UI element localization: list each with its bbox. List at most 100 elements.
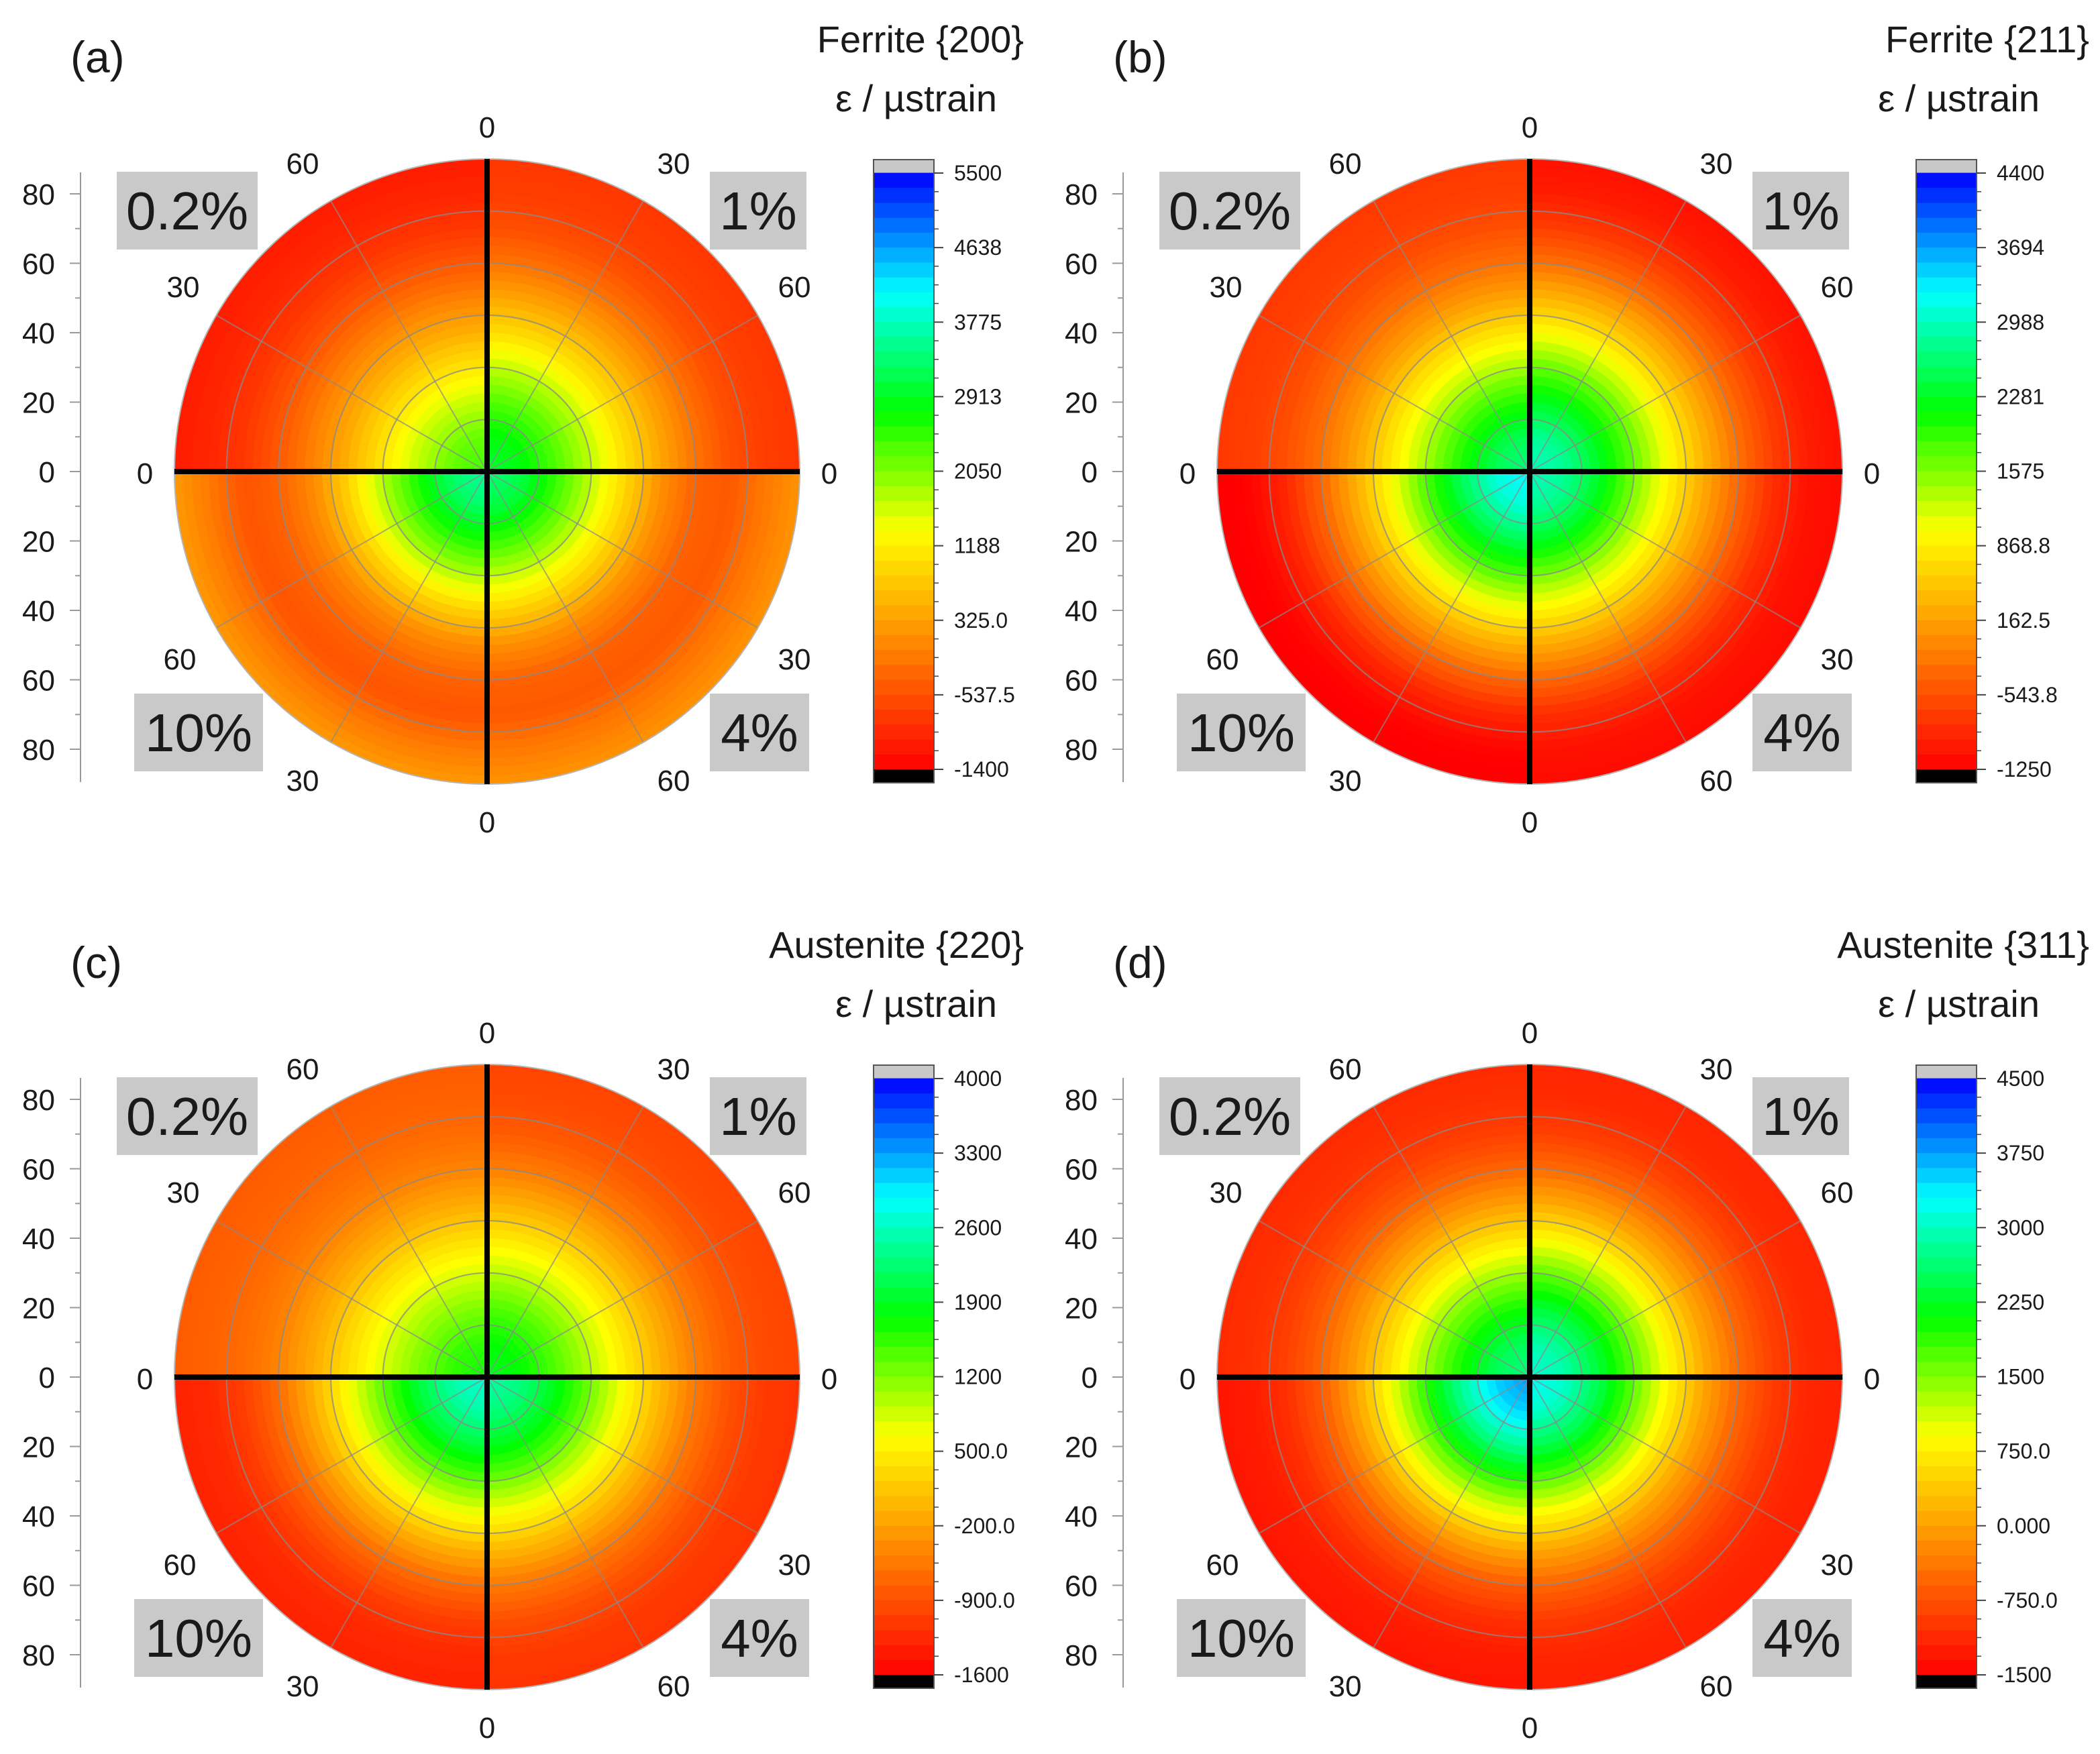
colorbar: 4400 3694 2988 2281 1575 868.8 162.5 -543.8 -125… (1915, 159, 2058, 783)
colorbar-tick-label: -1400 (954, 757, 1009, 781)
colorbar-segment (874, 1257, 934, 1273)
strain-ring-top_right (1530, 1359, 1548, 1377)
strain-ring-bottom_right (487, 472, 583, 568)
strain-ring-top_left (1408, 349, 1530, 472)
strain-level-text: 10% (145, 1608, 252, 1668)
colorbar-segment (874, 217, 934, 233)
grid-spoke (486, 471, 644, 743)
colorbar-segment (874, 1079, 934, 1094)
strain-ring-top_left (408, 1298, 487, 1377)
psi-tick-label: 80 (22, 1639, 55, 1672)
strain-ring-top_right (487, 392, 566, 472)
angle-label: 0 (821, 457, 837, 490)
strain-ring-top_right (487, 1307, 558, 1377)
colorbar-segment (1916, 1317, 1977, 1333)
colorbar-segment (874, 1376, 934, 1392)
strain-ring-top_right (1530, 1307, 1600, 1377)
colorbar-segment (874, 351, 934, 368)
psi-tick-label: 80 (1065, 734, 1098, 767)
grid-spoke (486, 1220, 759, 1378)
psi-tick-label: 20 (1065, 526, 1098, 559)
psi-tick-label: 40 (22, 1223, 55, 1256)
strain-ring-top_right (1530, 376, 1626, 472)
strain-ring-bottom_right (1530, 1377, 1557, 1404)
grid-spoke (486, 1376, 644, 1649)
colorbar-tick-label: -900.0 (954, 1588, 1015, 1612)
colorbar-segment (1916, 724, 1977, 741)
strain-ring-bottom_right (1530, 1377, 1548, 1395)
strain-ring-top_left (452, 436, 487, 472)
strain-ring-bottom_right (487, 1377, 627, 1517)
label-box (1752, 1077, 1849, 1155)
strain-ring-top_right (1530, 315, 1687, 472)
strain-ring-top_left (390, 1281, 487, 1377)
strain-ring-bottom_left (400, 1377, 487, 1464)
strain-ring-bottom_left (1390, 1377, 1530, 1517)
strain-ring-top_left (425, 1315, 487, 1377)
strain-ring-top_left (460, 445, 487, 472)
colorbar-underflow (1916, 769, 1977, 783)
psi-tick-label: 80 (22, 734, 55, 767)
strain-ring-top_right (1530, 419, 1583, 472)
strain-ring-top_right (487, 384, 574, 472)
grid-spoke (215, 315, 488, 472)
strain-ring-top_left (1494, 436, 1530, 472)
colorbar-segment (1916, 501, 1977, 516)
colorbar-segment (874, 1183, 934, 1199)
colorbar-segment (1916, 217, 1977, 233)
grid-spoke (486, 200, 644, 472)
panel-letter: (b) (1113, 32, 1167, 82)
colorbar-segment (1916, 1496, 1977, 1512)
angle-label: 0 (1864, 457, 1880, 490)
strain-level-text: 10% (1188, 703, 1295, 763)
angle-label: 60 (1700, 765, 1733, 798)
psi-tick-label: 80 (1065, 1084, 1098, 1117)
colorbar-tick-label: -1600 (954, 1663, 1009, 1687)
colorbar-segment (1916, 1481, 1977, 1496)
label-box (1159, 172, 1300, 250)
strain-ring-bottom_left (1451, 472, 1530, 551)
colorbar-segment (1916, 1093, 1977, 1109)
psi-tick-label: 20 (1065, 1293, 1098, 1325)
grid-spoke (486, 315, 759, 472)
colorbar-tick-label: 1200 (954, 1365, 1002, 1389)
strain-ring-top_left (1425, 367, 1530, 472)
colorbar: 5500 4638 3775 2913 2050 1188 325.0 -537.5 -1400 (873, 159, 1015, 783)
colorbar-segment (1916, 396, 1977, 413)
strain-ring-bottom_right (487, 472, 540, 525)
grid-spoke (1258, 471, 1530, 628)
colorbar-segment (1916, 456, 1977, 472)
colorbar-segment (1916, 262, 1977, 278)
strain-ring-bottom_left (417, 472, 487, 542)
strain-ring-bottom_right (487, 1377, 549, 1439)
colorbar-segment (1916, 694, 1977, 710)
strain-level-text: 1% (719, 181, 797, 241)
strain-ring-top_right (1530, 332, 1669, 472)
strain-ring-bottom_left (1442, 472, 1530, 559)
angle-label: 60 (286, 148, 319, 180)
colorbar-segment (1916, 1570, 1977, 1586)
colorbar-tick-label: 3300 (954, 1141, 1002, 1165)
colorbar-segment (1916, 1213, 1977, 1228)
strain-ring-top_right (1530, 453, 1548, 472)
colorbar-segment (1916, 232, 1977, 248)
grid-spoke (1529, 1376, 1801, 1534)
strain-ring-bottom_left (434, 472, 487, 525)
colorbar-underflow (874, 769, 934, 783)
psi-tick-label: 40 (1065, 317, 1098, 350)
strain-ring-top_left (408, 392, 487, 472)
grid-spoke (486, 1105, 644, 1378)
colorbar-segment (1916, 1600, 1977, 1616)
grid-spoke (1258, 315, 1530, 472)
colorbar-segment (874, 1272, 934, 1288)
strain-ring-bottom_right (487, 1377, 514, 1404)
strain-ring-bottom_right (487, 1377, 505, 1395)
strain-ring-bottom_right (1530, 472, 1574, 516)
strain-ring-bottom_left (348, 1377, 487, 1517)
colorbar-segment (1916, 1451, 1977, 1467)
colorbar-segment (1916, 545, 1977, 561)
colorbar-segment (874, 1585, 934, 1601)
strain-ring-top_left (460, 1350, 487, 1377)
strain-ring-bottom_right (1530, 1377, 1574, 1421)
strain-ring-bottom_right (1530, 1377, 1687, 1534)
